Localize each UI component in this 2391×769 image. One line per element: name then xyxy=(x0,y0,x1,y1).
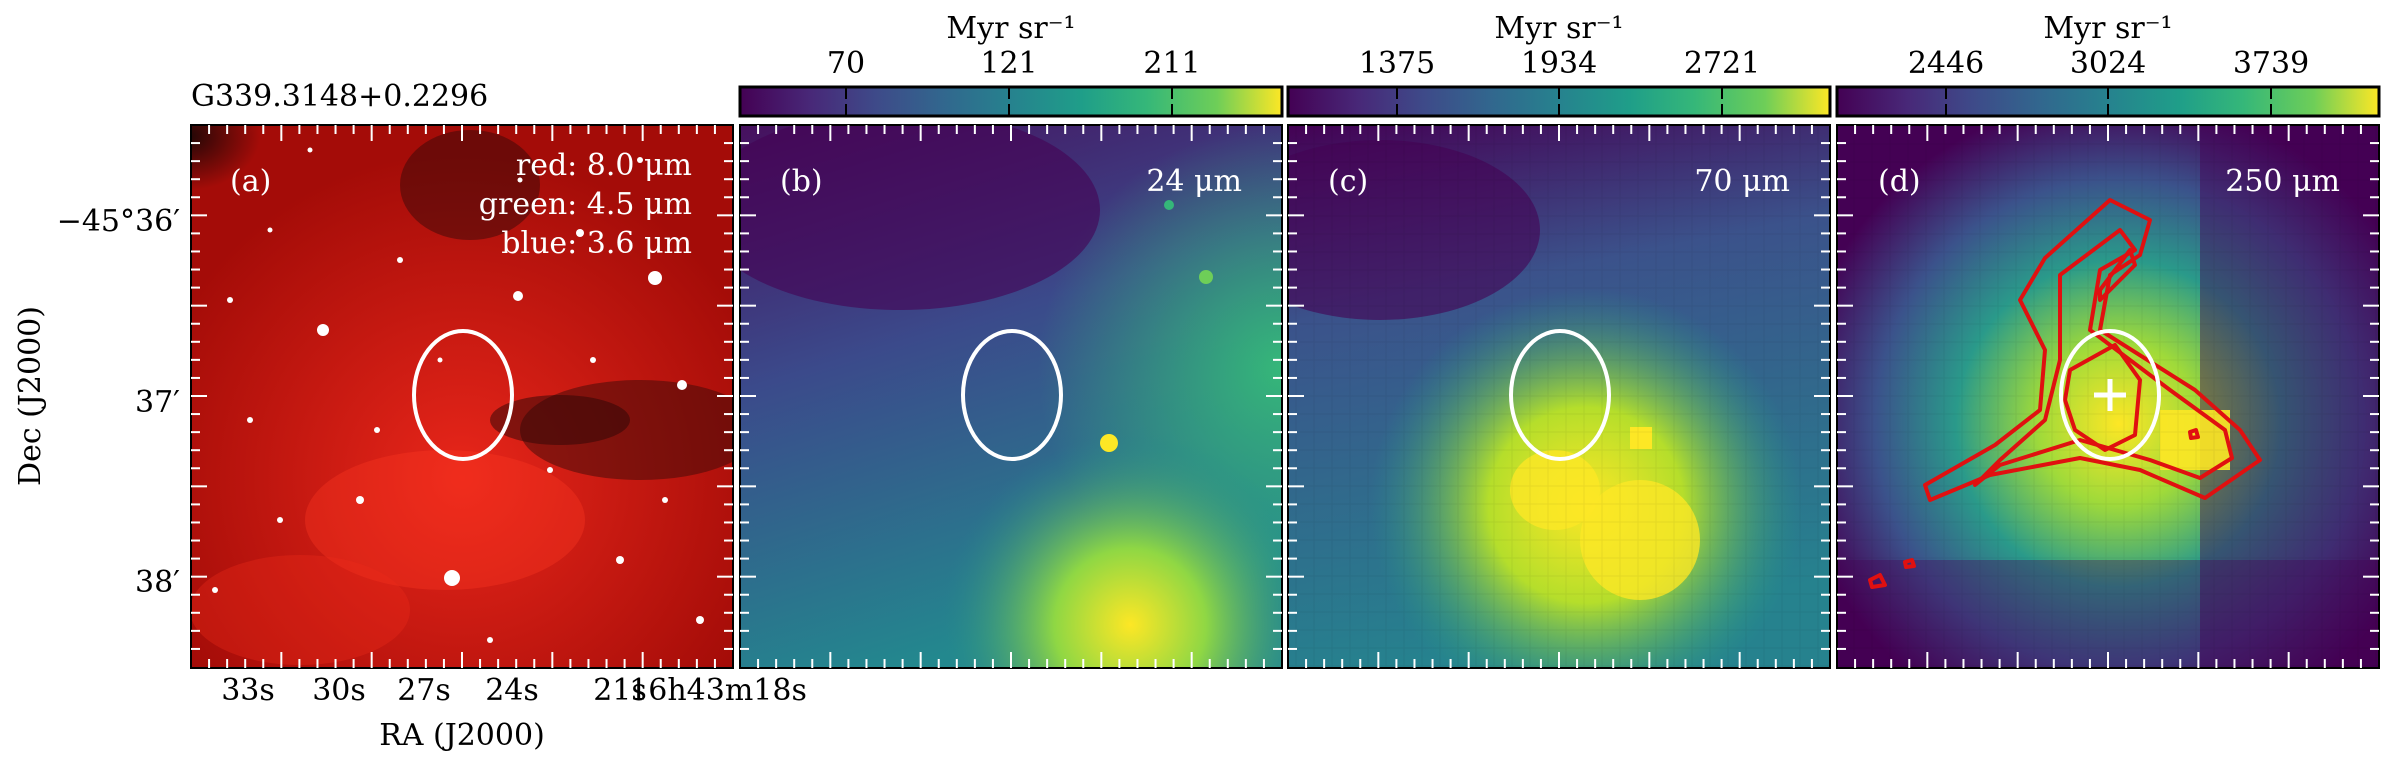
dec-tick-label: 37′ xyxy=(135,385,180,420)
source-ellipse xyxy=(1509,329,1611,461)
peak-marker xyxy=(2094,379,2126,411)
colorbar-b: Myr sr⁻¹ 70 121 211 xyxy=(738,11,1284,118)
y-axis-label: Dec (J2000) xyxy=(13,306,48,486)
contours xyxy=(1868,198,2262,589)
colorbar-tick: 1934 xyxy=(1521,46,1597,81)
colorbar-tick: 70 xyxy=(827,46,865,81)
ra-tick-label: 21s xyxy=(593,673,647,708)
source-ellipse xyxy=(2059,329,2161,461)
colorbar-c: Myr sr⁻¹ 1375 1934 2721 xyxy=(1286,11,1832,118)
ra-tick-label: 24s xyxy=(485,673,539,708)
colorbar-unit: Myr sr⁻¹ xyxy=(2043,11,2172,46)
panel-b: (b) 24 μm xyxy=(739,124,1283,669)
dec-tick-label: −45°36′ xyxy=(57,204,180,239)
star-field xyxy=(212,147,704,643)
band-label: 24 μm xyxy=(1146,164,1242,199)
source-name: G339.3148+0.2296 xyxy=(191,79,488,114)
panel-a: (a) red: 8.0 μm green: 4.5 μm blue: 3.6 … xyxy=(190,124,734,669)
colorbar-unit: Myr sr⁻¹ xyxy=(946,11,1075,46)
colorbar-unit: Myr sr⁻¹ xyxy=(1494,11,1623,46)
point-source xyxy=(1100,434,1118,452)
panel-d: (d) 250 μm xyxy=(1836,124,2380,669)
panel-letter: (d) xyxy=(1878,164,1921,199)
colorbar-tick: 2721 xyxy=(1684,46,1760,81)
panel-letter: (b) xyxy=(780,164,823,199)
ra-tick-label: 27s xyxy=(397,673,451,708)
colorbar-d: Myr sr⁻¹ 2446 3024 3739 xyxy=(1835,11,2381,118)
legend-blue: blue: 3.6 μm xyxy=(501,226,692,261)
ra-tick-label: 16h43m18s xyxy=(629,673,807,708)
colorbar-tick: 1375 xyxy=(1359,46,1435,81)
axis-ticks xyxy=(191,125,2379,668)
source-ellipse xyxy=(961,329,1063,461)
legend-green: green: 4.5 μm xyxy=(479,187,692,222)
panel-letter: (a) xyxy=(230,164,271,199)
colorbar-tick: 3024 xyxy=(2070,46,2146,81)
source-ellipse xyxy=(412,329,514,461)
legend-red: red: 8.0 μm xyxy=(516,148,692,183)
panel-c: (c) 70 μm xyxy=(1287,124,1831,669)
colorbar-tick: 121 xyxy=(980,46,1037,81)
ra-tick-label: 30s xyxy=(312,673,366,708)
panel-letter: (c) xyxy=(1328,164,1368,199)
colorbar-tick: 2446 xyxy=(1908,46,1984,81)
band-label: 70 μm xyxy=(1694,164,1790,199)
band-label: 250 μm xyxy=(2225,164,2340,199)
ra-tick-label: 33s xyxy=(221,673,275,708)
x-axis-label: RA (J2000) xyxy=(379,718,545,753)
colorbar-tick: 3739 xyxy=(2233,46,2309,81)
dec-tick-label: 38′ xyxy=(135,565,180,600)
colorbar-tick: 211 xyxy=(1143,46,1200,81)
